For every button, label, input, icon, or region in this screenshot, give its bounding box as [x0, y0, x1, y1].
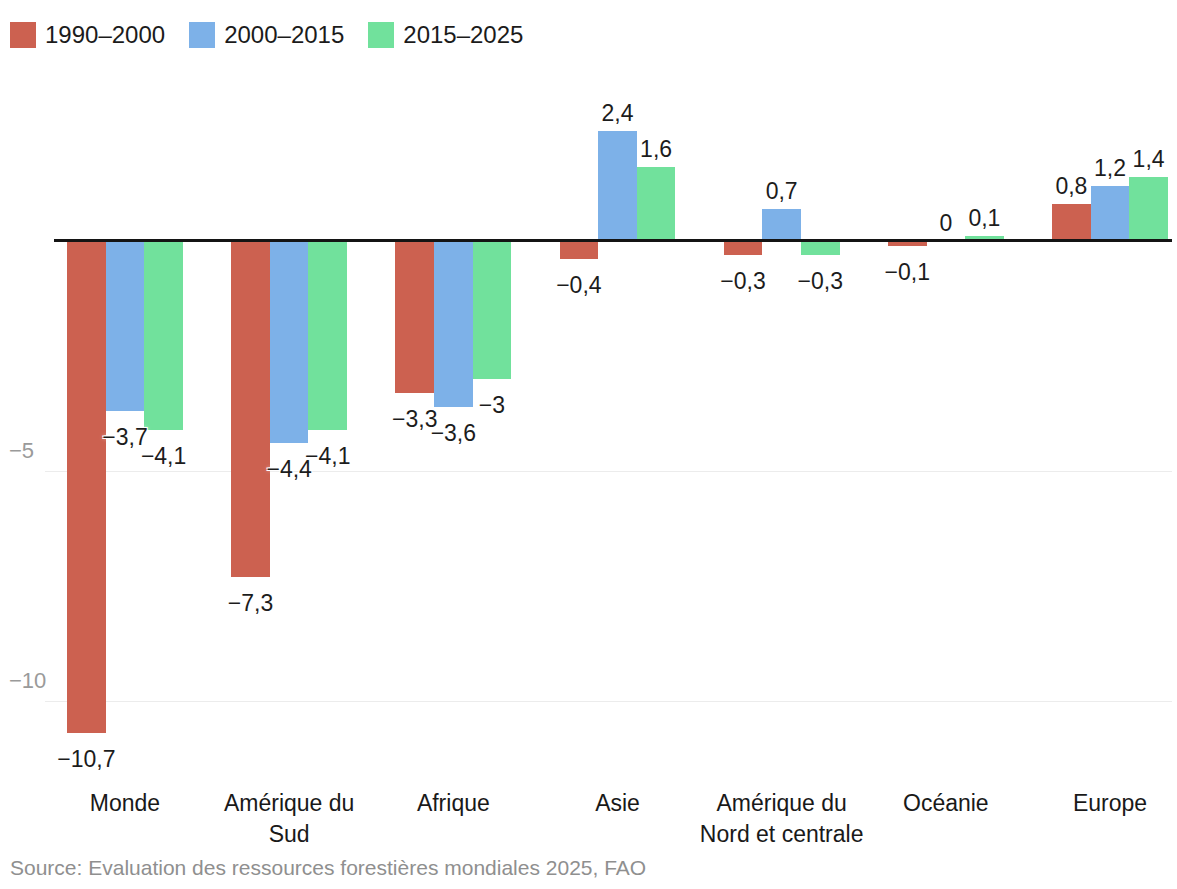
bar: [231, 241, 270, 577]
legend-item: 2015–2025: [368, 21, 523, 49]
gridline: [45, 471, 1172, 472]
chart-container: 1990–2000 2000–2015 2015–2025 −5 −10 −10,7 −7…: [0, 0, 1177, 889]
legend-label: 2000–2015: [224, 21, 344, 49]
x-axis-label: Afrique: [417, 788, 490, 819]
value-label: −0,3: [720, 268, 765, 294]
bar: [106, 241, 145, 411]
bar: [598, 131, 637, 241]
value-label: 0,8: [1055, 173, 1087, 199]
gridline: [45, 701, 1172, 702]
x-axis-label-line: Europe: [1073, 790, 1147, 816]
bar: [1052, 204, 1091, 241]
value-label: 2,4: [602, 100, 634, 126]
bar: [67, 241, 106, 733]
x-axis-label-line: Amérique du: [224, 790, 354, 816]
value-label: −0,3: [798, 268, 843, 294]
x-axis-label-line: Amérique du: [716, 790, 846, 816]
value-label: −7,3: [228, 590, 273, 616]
bar: [762, 209, 801, 241]
value-label: 1,6: [640, 136, 672, 162]
value-label: 1,2: [1094, 155, 1126, 181]
legend-label: 2015–2025: [403, 21, 523, 49]
bar: [308, 241, 347, 430]
bar: [144, 241, 183, 430]
value-label: −4,1: [141, 443, 186, 469]
bar: [801, 241, 840, 255]
x-axis-label: Europe: [1073, 788, 1147, 819]
x-axis-label-line: Sud: [269, 821, 310, 847]
bar: [473, 241, 512, 379]
bar: [1129, 177, 1168, 241]
value-label: −3: [479, 392, 505, 418]
value-label: −3,6: [431, 420, 476, 446]
legend: 1990–2000 2000–2015 2015–2025: [10, 21, 523, 49]
bar: [1091, 186, 1130, 241]
zero-axis-line: [54, 239, 1172, 242]
x-axis-label: Monde: [90, 788, 160, 819]
legend-item: 1990–2000: [10, 21, 165, 49]
x-axis-label: Amérique du Nord et centrale: [700, 788, 864, 850]
value-label: −10,7: [57, 746, 115, 772]
bar: [434, 241, 473, 407]
value-label: −0,4: [556, 272, 601, 298]
value-label: −4,1: [305, 443, 350, 469]
x-axis-label-line: Afrique: [417, 790, 490, 816]
x-axis-label: Amérique du Sud: [224, 788, 354, 850]
y-tick-label: −5: [9, 438, 34, 464]
source-note: Source: Evaluation des ressources forest…: [10, 856, 646, 880]
x-axis-label-line: Océanie: [903, 790, 989, 816]
y-tick-label: −10: [9, 668, 46, 694]
x-axis-label: Asie: [595, 788, 640, 819]
x-axis-label-line: Monde: [90, 790, 160, 816]
bar: [270, 241, 309, 443]
legend-swatch: [189, 22, 215, 48]
legend-swatch: [10, 22, 36, 48]
bar: [560, 241, 599, 259]
legend-label: 1990–2000: [45, 21, 165, 49]
legend-item: 2000–2015: [189, 21, 344, 49]
legend-swatch: [368, 22, 394, 48]
value-label: −0,1: [885, 259, 930, 285]
bar: [637, 167, 676, 241]
x-axis-label-line: Nord et centrale: [700, 821, 864, 847]
x-axis-label-line: Asie: [595, 790, 640, 816]
x-axis-label: Océanie: [903, 788, 989, 819]
value-label: 0: [939, 210, 952, 236]
bar: [395, 241, 434, 393]
value-label: 1,4: [1133, 146, 1165, 172]
value-label: 0,1: [968, 205, 1000, 231]
bar: [724, 241, 763, 255]
value-label: 0,7: [766, 178, 798, 204]
